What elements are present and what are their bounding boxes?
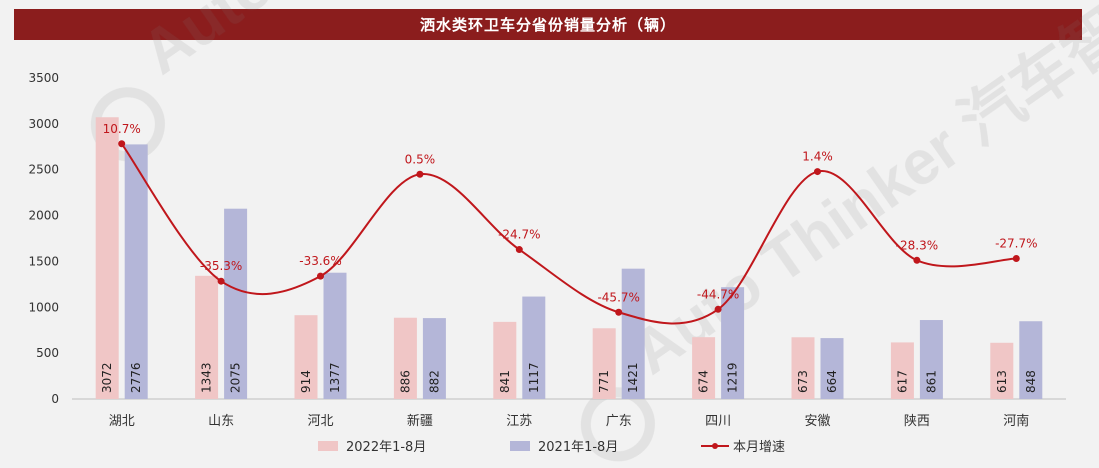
bar-value-label: 664 (825, 370, 839, 393)
bar (323, 272, 347, 399)
bar (621, 268, 645, 399)
growth-label: -35.3% (200, 259, 242, 273)
bar (919, 320, 943, 399)
bar-value-label: 1421 (626, 362, 640, 393)
bar (124, 144, 148, 399)
bar (522, 296, 546, 399)
x-tick-label: 江苏 (506, 413, 532, 429)
bar (294, 315, 318, 399)
y-tick-label: 1000 (28, 300, 59, 314)
x-tick-label: 河北 (307, 414, 333, 429)
bar (592, 328, 616, 399)
bar (393, 317, 417, 399)
growth-label: -24.7% (498, 228, 540, 242)
bar (791, 337, 815, 399)
bar-value-label: 613 (995, 370, 1009, 393)
bar-value-label: 882 (427, 370, 441, 393)
growth-label: -33.6% (299, 254, 341, 268)
bar-value-label: 861 (924, 370, 938, 393)
bar-value-label: 3072 (100, 362, 114, 393)
y-tick-label: 2500 (28, 163, 59, 177)
growth-point (1012, 255, 1020, 263)
watermark-text-1: Auto Thinker 汽车智库平台 (130, 0, 802, 88)
growth-point (416, 170, 424, 178)
bar-value-label: 1377 (328, 362, 342, 393)
legend-label: 2021年1-8月 (538, 440, 618, 455)
bar-value-label: 1343 (200, 362, 214, 393)
bar (1019, 321, 1043, 399)
x-tick-label: 山东 (208, 414, 234, 429)
growth-label: -45.7% (597, 290, 639, 304)
x-tick-label: 湖北 (109, 414, 135, 429)
bar-value-label: 674 (697, 370, 711, 393)
growth-point (913, 256, 921, 264)
bar-value-label: 771 (597, 370, 611, 393)
y-tick-label: 2000 (28, 209, 59, 223)
growth-point (714, 305, 722, 313)
bar-value-label: 841 (498, 370, 512, 393)
legend-swatch-marker (712, 443, 718, 449)
bar (95, 117, 119, 399)
bar (195, 275, 219, 399)
growth-point (217, 277, 225, 285)
legend-label: 本月增速 (733, 440, 785, 455)
x-tick-label: 新疆 (407, 413, 433, 429)
bar-value-label: 617 (895, 370, 909, 393)
growth-line (120, 143, 1017, 325)
x-tick-label: 安徽 (804, 414, 830, 429)
growth-label: 10.7% (103, 122, 141, 136)
y-tick-label: 1500 (28, 254, 59, 268)
legend-swatch (510, 441, 530, 451)
bar (493, 321, 517, 399)
bar-value-label: 673 (796, 370, 810, 393)
growth-point (317, 272, 324, 280)
bar (721, 287, 745, 399)
bar (224, 208, 248, 399)
bar-value-label: 2075 (229, 362, 243, 393)
y-tick-label: 500 (36, 346, 59, 360)
growth-label: -44.7% (697, 287, 739, 301)
x-tick-label: 四川 (705, 414, 731, 429)
bar (422, 318, 446, 399)
x-tick-label: 河南 (1003, 413, 1029, 429)
legend-label: 2022年1-8月 (346, 440, 426, 455)
growth-point (118, 140, 126, 148)
y-tick-label: 0 (51, 392, 59, 406)
y-tick-label: 3500 (28, 71, 59, 85)
x-tick-label: 陕西 (904, 414, 930, 429)
bar-value-label: 914 (299, 370, 313, 393)
y-tick-label: 3000 (28, 117, 59, 131)
growth-point (814, 168, 821, 176)
legend-swatch (318, 441, 338, 451)
x-tick-label: 广东 (606, 414, 632, 429)
growth-label: 1.4% (802, 150, 833, 164)
bar (820, 338, 844, 399)
growth-label: 0.5% (405, 152, 436, 166)
bar-value-label: 886 (398, 370, 412, 393)
chart-title: 洒水类环卫车分省份销量分析（辆） (14, 9, 1082, 40)
growth-label: -27.7% (995, 237, 1037, 251)
bar-value-label: 2776 (129, 362, 143, 393)
bar (890, 342, 914, 399)
bar-value-label: 848 (1024, 370, 1038, 393)
growth-point (515, 246, 523, 254)
bar (990, 342, 1014, 399)
growth-label: -28.3% (896, 238, 938, 252)
growth-point (615, 308, 623, 316)
bar-value-label: 1219 (726, 362, 740, 393)
bar (692, 337, 716, 399)
bar-value-label: 1117 (527, 362, 541, 393)
